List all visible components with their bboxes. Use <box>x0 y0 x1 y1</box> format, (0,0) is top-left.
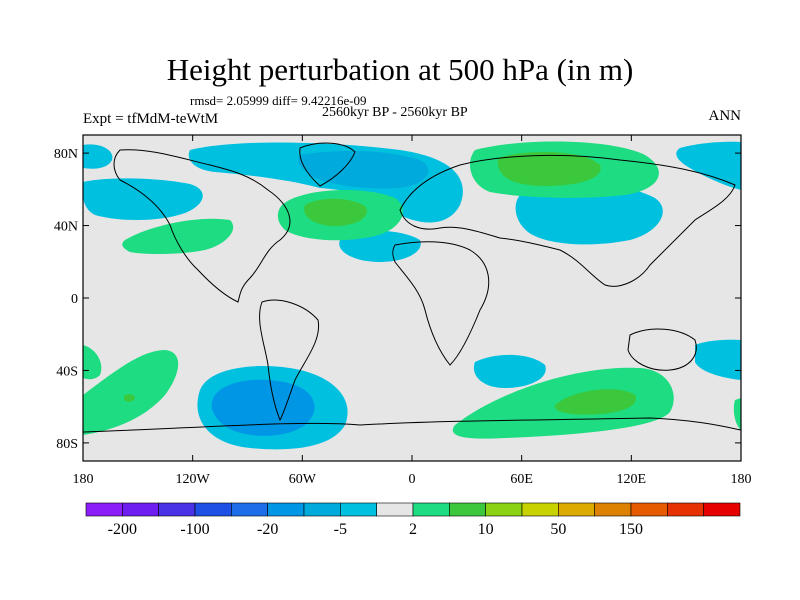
lon-tick-label: 120W <box>176 472 211 487</box>
anomaly-north-atlantic-high-inner <box>304 198 367 227</box>
plot-title: Height perturbation at 500 hPa (in m) <box>166 52 634 87</box>
lat-tick-label: 40S <box>56 364 78 379</box>
anomaly-ne-pacific-low <box>676 141 741 190</box>
anomaly-north-atlantic-low <box>339 231 421 262</box>
colorbar-swatch <box>340 502 377 517</box>
coast-australia <box>627 328 697 371</box>
coast-eurasia <box>399 154 736 287</box>
lon-tick-label: 180 <box>731 472 752 487</box>
anomaly-eurasia-low <box>515 184 663 245</box>
coast-greenland <box>299 142 356 187</box>
colorbar-label: -5 <box>334 521 347 538</box>
lon-tick-label: 180 <box>73 472 94 487</box>
lat-tick-label: 40N <box>54 220 78 235</box>
lat-tick-label: 80N <box>54 147 78 162</box>
anomaly-north-america-high <box>122 218 234 255</box>
experiment-label: Expt = tfMdM-teWtM <box>83 111 219 127</box>
colorbar-swatch <box>485 502 523 517</box>
colorbar-swatch <box>267 502 305 517</box>
colorbar-swatch <box>521 502 559 517</box>
colorbar-swatch <box>412 502 450 517</box>
anomaly-indian-ocean-low <box>473 354 546 388</box>
colorbar-swatch <box>558 502 595 517</box>
coastlines <box>83 142 741 433</box>
colorbar-swatch <box>449 502 486 517</box>
anomaly-south-pacific-low-inner <box>211 379 315 436</box>
colorbar-label: -100 <box>180 521 209 538</box>
colorbar-label: 150 <box>619 521 643 538</box>
colorbar-swatch <box>85 502 123 517</box>
lat-tick-label: 0 <box>71 292 78 307</box>
colorbar-swatch <box>667 502 704 517</box>
lon-tick-label: 0 <box>409 472 416 487</box>
season-label: ANN <box>708 108 742 124</box>
anomaly-tasman-low <box>695 339 741 380</box>
lon-tick-label: 60W <box>289 472 317 487</box>
colorbar-label: 50 <box>550 521 566 538</box>
colorbar-label: -200 <box>108 521 137 538</box>
anomaly-north-pacific-low <box>83 144 113 169</box>
colorbar-swatch <box>303 502 341 517</box>
anomaly-east-edge-high <box>733 398 741 430</box>
colorbar-swatch <box>122 502 159 517</box>
period-label: 2560kyr BP - 2560kyr BP <box>322 105 468 120</box>
colorbar-label: 2 <box>409 521 417 538</box>
colorbar-swatch <box>594 502 632 517</box>
colorbar-swatch <box>630 502 668 517</box>
coast-africa <box>392 241 490 366</box>
coast-north-america <box>113 149 291 303</box>
anomaly-sw-pacific-high <box>83 350 179 435</box>
lon-tick-label: 120E <box>617 472 647 487</box>
rmsd-stats: rmsd= 2.05999 diff= 9.42216e-09 <box>190 93 367 108</box>
anomaly-southern-indian-high-inner <box>554 389 636 415</box>
colorbar-swatch <box>231 502 268 517</box>
axis-ticks <box>82 135 742 461</box>
colorbar-label: 10 <box>478 521 494 538</box>
lat-tick-label: 80S <box>56 437 78 452</box>
anomaly-sw-pacific-high-core <box>124 394 135 402</box>
colorbar-swatch <box>703 502 741 517</box>
lon-tick-label: 60E <box>510 472 533 487</box>
anomaly-pacific-low <box>83 178 203 221</box>
axis-labels: 80N 40N 0 40S 80S 180 120W 60W 0 60E 120E 180 <box>54 147 752 487</box>
coast-south-america <box>259 299 320 422</box>
coast-antarctica <box>83 417 741 433</box>
colorbar-label: -20 <box>257 521 278 538</box>
colorbar-swatch <box>376 502 414 517</box>
colorbar-swatch <box>158 502 196 517</box>
anomaly-siberia-high-inner <box>497 151 601 186</box>
colorbar: -200 -100 -20 -5 2 10 50 150 <box>85 502 741 538</box>
colorbar-swatch <box>194 502 232 517</box>
